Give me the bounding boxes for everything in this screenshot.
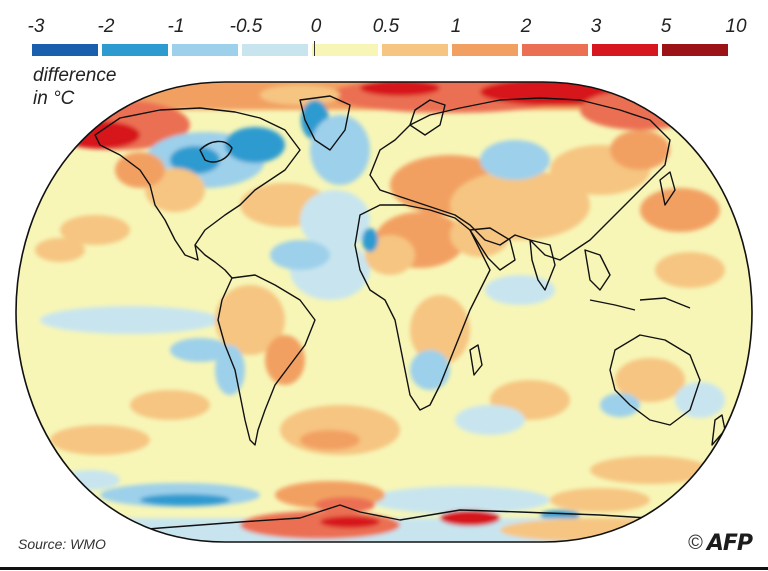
legend-swatch xyxy=(382,44,448,56)
legend-tick-label: -3 xyxy=(27,16,45,37)
globe-outline xyxy=(15,81,753,543)
legend-tick-label: 1 xyxy=(450,16,462,37)
legend-swatch xyxy=(592,44,658,56)
legend-tick-label: 0 xyxy=(310,16,322,37)
legend-swatch xyxy=(312,44,378,56)
anomaly-field xyxy=(16,82,752,542)
legend-tick-label: 5 xyxy=(660,16,672,37)
legend-swatch xyxy=(452,44,518,56)
source-credit: Source: WMO xyxy=(18,536,106,552)
legend-swatch xyxy=(522,44,588,56)
legend-tick-label: 2 xyxy=(520,16,532,37)
agency-credit: © AFP xyxy=(688,531,753,556)
agency-logo: AFP xyxy=(706,531,753,556)
legend-unit-label: difference in °C xyxy=(33,64,116,110)
legend-tick-label: 3 xyxy=(590,16,602,37)
color-legend: -3 -2 -1 -0.5 0 0.5 1 2 3 5 10 xyxy=(0,0,768,62)
legend-zero-marker xyxy=(314,41,315,56)
legend-swatch xyxy=(32,44,98,56)
legend-tick-label: -2 xyxy=(97,16,115,37)
unit-label-line1: difference xyxy=(33,65,117,86)
legend-swatch xyxy=(172,44,238,56)
legend-tick-label: -0.5 xyxy=(229,16,263,37)
legend-swatch xyxy=(242,44,308,56)
legend-tick-label: -1 xyxy=(167,16,185,37)
bottom-rule xyxy=(0,567,768,570)
legend-tick-label: 10 xyxy=(725,16,747,37)
coastlines xyxy=(79,95,741,536)
legend-swatch xyxy=(102,44,168,56)
unit-label-line2: in °C xyxy=(33,88,75,109)
legend-swatch xyxy=(662,44,728,56)
legend-tick-label: 0.5 xyxy=(372,16,400,37)
copyright-symbol: © xyxy=(688,532,703,554)
